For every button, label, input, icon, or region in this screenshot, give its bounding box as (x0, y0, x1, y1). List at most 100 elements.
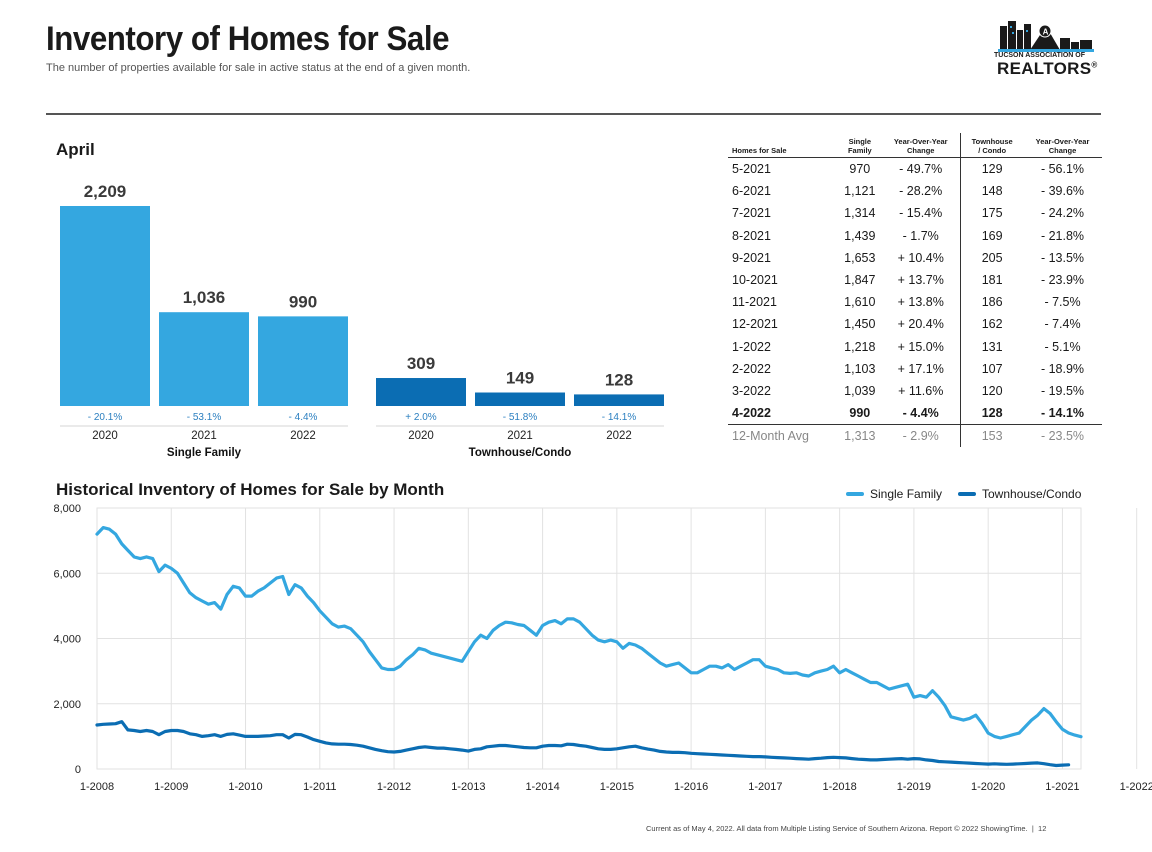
table-cell: - 23.9% (1040, 273, 1085, 288)
footer-text: Current as of May 4, 2022. All data from… (646, 824, 1028, 833)
bar-change-label: - 20.1% (88, 412, 123, 423)
table-cell: 205 (981, 250, 1003, 265)
x-tick-label: 1-2018 (823, 781, 857, 793)
bar-year-label: 2021 (507, 430, 533, 442)
table-cell: 169 (981, 228, 1003, 243)
table-cell: + 10.4% (881, 246, 962, 269)
table-cell: 1,847 (844, 273, 876, 288)
page-title: Inventory of Homes for Sale (46, 20, 450, 58)
x-tick-label: 1-2016 (674, 781, 708, 793)
table-cell: - 23.5% (1040, 429, 1085, 444)
x-tick-label: 1-2020 (971, 781, 1005, 793)
col-header-period: Homes for Sale (728, 133, 839, 158)
table-row: 3-2022 1,039 + 11.6% 120 - 19.5% (728, 379, 1102, 403)
table-row: 7-2021 1,314 - 15.4% 175 - 24.2% (728, 202, 1102, 225)
table-cell: - 4.4% (881, 402, 962, 426)
table-cell: - 7.5% (1044, 295, 1081, 310)
x-tick-label: 1-2008 (80, 781, 114, 793)
table-row: 4-2022 990- 4.4% 128- 14.1% (728, 402, 1102, 426)
table-cell: - 15.4% (881, 202, 962, 225)
skyline-logo-graphic: A (998, 21, 1094, 52)
table-cell: 1-2022 (732, 339, 771, 354)
monthly-inventory-table: Homes for Sale Single Family Year-Over-Ye… (728, 133, 1102, 448)
bar-change-label: + 2.0% (405, 412, 437, 423)
bar-year-label: 2020 (408, 430, 434, 442)
legend-swatch-townhouse (958, 492, 976, 496)
y-tick-label: 4,000 (53, 634, 81, 646)
table-cell: - 24.2% (1040, 206, 1085, 221)
table-cell: 1,218 (844, 339, 876, 354)
bar-value-label: 149 (506, 369, 534, 388)
table-cell: 12-Month Avg (732, 429, 809, 444)
table-cell: 7-2021 (732, 206, 771, 221)
bar-single-family-2022 (258, 316, 348, 406)
bar-value-label: 990 (289, 292, 317, 311)
x-tick-label: 1-2014 (525, 781, 559, 793)
table-cell: 2-2022 (732, 361, 771, 376)
table-cell: + 11.6% (881, 379, 962, 403)
table-row: 9-2021 1,653 + 10.4% 205 - 13.5% (728, 246, 1102, 269)
bar-single-family-2020 (60, 206, 150, 406)
y-tick-label: 8,000 (53, 503, 81, 515)
bar-townhouse-2022 (574, 394, 664, 406)
table-cell: 4-2022 (728, 402, 839, 426)
legend-single-family: Single Family (846, 487, 942, 501)
bar-townhouse-2020 (376, 378, 466, 406)
table-cell: 1,103 (844, 361, 876, 376)
bar-change-label: - 4.4% (289, 412, 318, 423)
legend-label-single-family: Single Family (870, 487, 943, 501)
legend-swatch-single-family (846, 492, 864, 496)
table-header-row: Homes for Sale Single Family Year-Over-Ye… (728, 133, 1102, 158)
table-row: 6-2021 1,121 - 28.2% 148 - 39.6% (728, 180, 1102, 203)
bar-year-label: 2021 (191, 430, 217, 442)
series-line-townhouse (95, 720, 1071, 768)
table-cell: - 13.5% (1040, 250, 1085, 265)
table-cell: - 19.5% (1040, 383, 1085, 398)
logo-badge-letter: A (1043, 28, 1049, 37)
page-number: 12 (1038, 824, 1047, 833)
table-avg-row: 12-Month Avg 1,313 - 2.9% 153 - 23.5% (728, 424, 1102, 448)
x-tick-label: 1-2012 (377, 781, 411, 793)
legend-label-townhouse: Townhouse/Condo (982, 487, 1082, 501)
table-cell: 1,313 (844, 429, 876, 444)
table-cell: 9-2021 (732, 250, 771, 265)
logo-main-text: REALTORS® (997, 59, 1098, 78)
bar-townhouse-2021 (475, 392, 565, 406)
table-cell: 131 (981, 339, 1003, 354)
table-cell: - 21.8% (1040, 228, 1085, 243)
bar-year-label: 2020 (92, 430, 118, 442)
col-header-sf-change: Year-Over-Year Change (881, 133, 962, 158)
table-cell: 153 (981, 429, 1003, 444)
table-cell: 12-2021 (732, 317, 778, 332)
table-cell: - 1.7% (881, 224, 962, 247)
table-cell: 6-2021 (732, 184, 771, 199)
table-cell: 1,039 (844, 383, 876, 398)
table-cell: 1,653 (844, 250, 876, 265)
table-row: 11-2021 1,610 + 13.8% 186 - 7.5% (728, 291, 1102, 314)
x-tick-label: 1-2009 (154, 781, 188, 793)
table-cell: - 18.9% (1040, 361, 1085, 376)
table-cell: - 49.7% (881, 157, 962, 181)
table-cell: 107 (981, 361, 1003, 376)
header-divider (46, 113, 1101, 115)
table-cell: 1,439 (844, 228, 876, 243)
table-cell: 129 (981, 162, 1003, 177)
bar-value-label: 2,209 (84, 182, 127, 201)
footer-note: Current as of May 4, 2022. All data from… (646, 824, 1046, 833)
april-bar-chart: 2,209 - 20.1% 2020 1,036 - 53.1% 2021 990 - 4.4… (60, 182, 664, 459)
table-row: 5-2021 970 - 49.7% 129 - 56.1% (728, 157, 1102, 181)
table-cell: 162 (981, 317, 1003, 332)
bar-value-label: 309 (407, 354, 435, 373)
table-cell: - 56.1% (1040, 162, 1085, 177)
table-row: 10-2021 1,847 + 13.7% 181 - 23.9% (728, 268, 1102, 292)
history-chart-title: Historical Inventory of Homes for Sale b… (56, 480, 445, 499)
col-header-townhouse: Townhouse / Condo (960, 133, 1024, 158)
table-row: 1-2022 1,218 + 15.0% 131 - 5.1% (728, 335, 1102, 358)
table-cell: 5-2021 (732, 162, 771, 177)
series-line-single-family (95, 525, 1083, 740)
x-tick-label: 1-2010 (228, 781, 262, 793)
table-cell: - 5.1% (1044, 339, 1081, 354)
table-row: 8-2021 1,439 - 1.7% 169 - 21.8% (728, 224, 1102, 247)
table-cell: + 17.1% (881, 357, 962, 380)
table-cell: 1,450 (844, 317, 876, 332)
